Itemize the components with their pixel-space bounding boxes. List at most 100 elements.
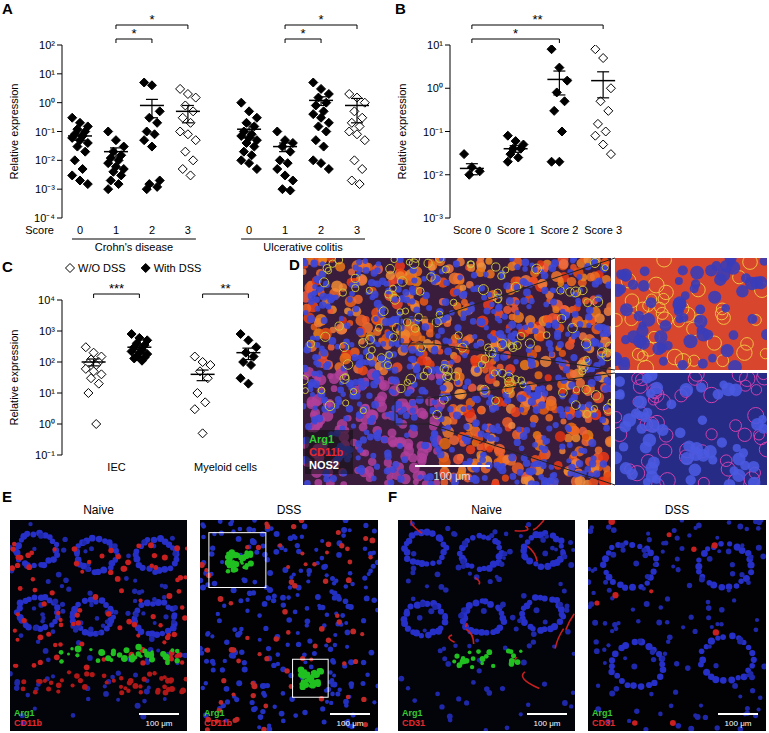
cell — [333, 294, 339, 300]
cell-outline — [340, 374, 349, 383]
cell-outline — [513, 341, 521, 349]
cell — [363, 267, 370, 274]
cell-outline — [498, 369, 506, 377]
cell-outline — [377, 354, 385, 362]
cell — [722, 304, 730, 312]
cell — [385, 412, 391, 418]
cell — [308, 299, 314, 305]
cell — [379, 382, 386, 389]
cell — [437, 451, 445, 459]
cell — [371, 401, 379, 409]
error-cap — [182, 105, 194, 106]
cell — [388, 480, 395, 486]
cell — [559, 412, 566, 419]
cell — [304, 480, 311, 485]
cell — [541, 287, 548, 294]
cell — [570, 354, 577, 361]
cell — [728, 360, 742, 370]
cell — [502, 475, 509, 482]
point — [191, 136, 200, 145]
cell — [652, 342, 665, 355]
cell — [523, 460, 531, 468]
cell-outline — [504, 373, 514, 383]
cell-outline — [658, 444, 672, 458]
cell-outline — [571, 287, 581, 297]
point — [286, 186, 295, 195]
category-label: 2 — [149, 224, 155, 236]
cell — [529, 298, 535, 304]
point — [601, 127, 610, 136]
cell — [440, 385, 446, 391]
cell — [310, 392, 315, 397]
cell-outline — [525, 339, 534, 348]
cell — [637, 423, 647, 433]
error-cap — [553, 94, 565, 95]
tick — [57, 45, 62, 46]
point — [358, 165, 367, 174]
cell — [686, 475, 696, 485]
point — [311, 136, 320, 145]
error-bar — [248, 348, 249, 359]
cell — [432, 400, 438, 406]
category-label: 0 — [77, 224, 83, 236]
point — [319, 142, 328, 151]
point — [150, 130, 159, 139]
tick-label: 10¹ — [39, 387, 55, 399]
cell-outline — [532, 264, 542, 274]
cell — [315, 336, 320, 341]
cell-outline — [751, 385, 761, 395]
cell — [356, 455, 361, 460]
cell — [526, 304, 531, 309]
cell — [617, 284, 626, 293]
cell — [324, 361, 331, 368]
cell — [615, 452, 622, 465]
tick-label: 10⁻² — [35, 154, 55, 166]
cell — [528, 398, 536, 406]
cell-outline — [559, 388, 568, 397]
cell — [413, 367, 420, 374]
group-label: Crohn's disease — [95, 241, 174, 253]
cell — [408, 387, 414, 393]
panel-letter: A — [2, 0, 13, 17]
significance: * — [149, 12, 154, 27]
cell — [572, 311, 579, 318]
cell-outline — [573, 387, 579, 393]
category-label: 3 — [185, 224, 191, 236]
cell — [344, 323, 351, 330]
cell — [364, 360, 370, 366]
cell-outline — [390, 334, 398, 342]
tick — [445, 88, 450, 89]
cell-outline — [329, 260, 336, 267]
cell-outline — [743, 258, 758, 269]
cell — [470, 318, 477, 325]
point — [153, 182, 162, 191]
cell — [520, 297, 527, 304]
cell — [733, 444, 741, 452]
cell — [514, 264, 520, 270]
point — [78, 165, 87, 174]
cell — [636, 411, 644, 419]
cell — [678, 360, 688, 370]
cell-outline — [503, 267, 509, 273]
cell — [397, 475, 405, 483]
error-cap — [466, 174, 478, 175]
cell-outline — [497, 339, 506, 348]
cell — [546, 385, 552, 391]
cell — [698, 416, 707, 425]
error-cap — [466, 163, 478, 164]
cell — [619, 442, 628, 451]
cell — [462, 353, 467, 358]
cell — [367, 434, 374, 441]
cell-outline — [424, 259, 432, 267]
cell — [444, 314, 451, 321]
cell — [620, 303, 633, 316]
cell — [532, 461, 538, 467]
cell — [443, 280, 450, 287]
cell — [586, 323, 591, 328]
cell-outline — [760, 349, 767, 359]
cell — [478, 407, 484, 413]
point — [119, 142, 128, 151]
point — [94, 379, 103, 388]
cell — [516, 427, 522, 433]
cell — [404, 433, 409, 438]
